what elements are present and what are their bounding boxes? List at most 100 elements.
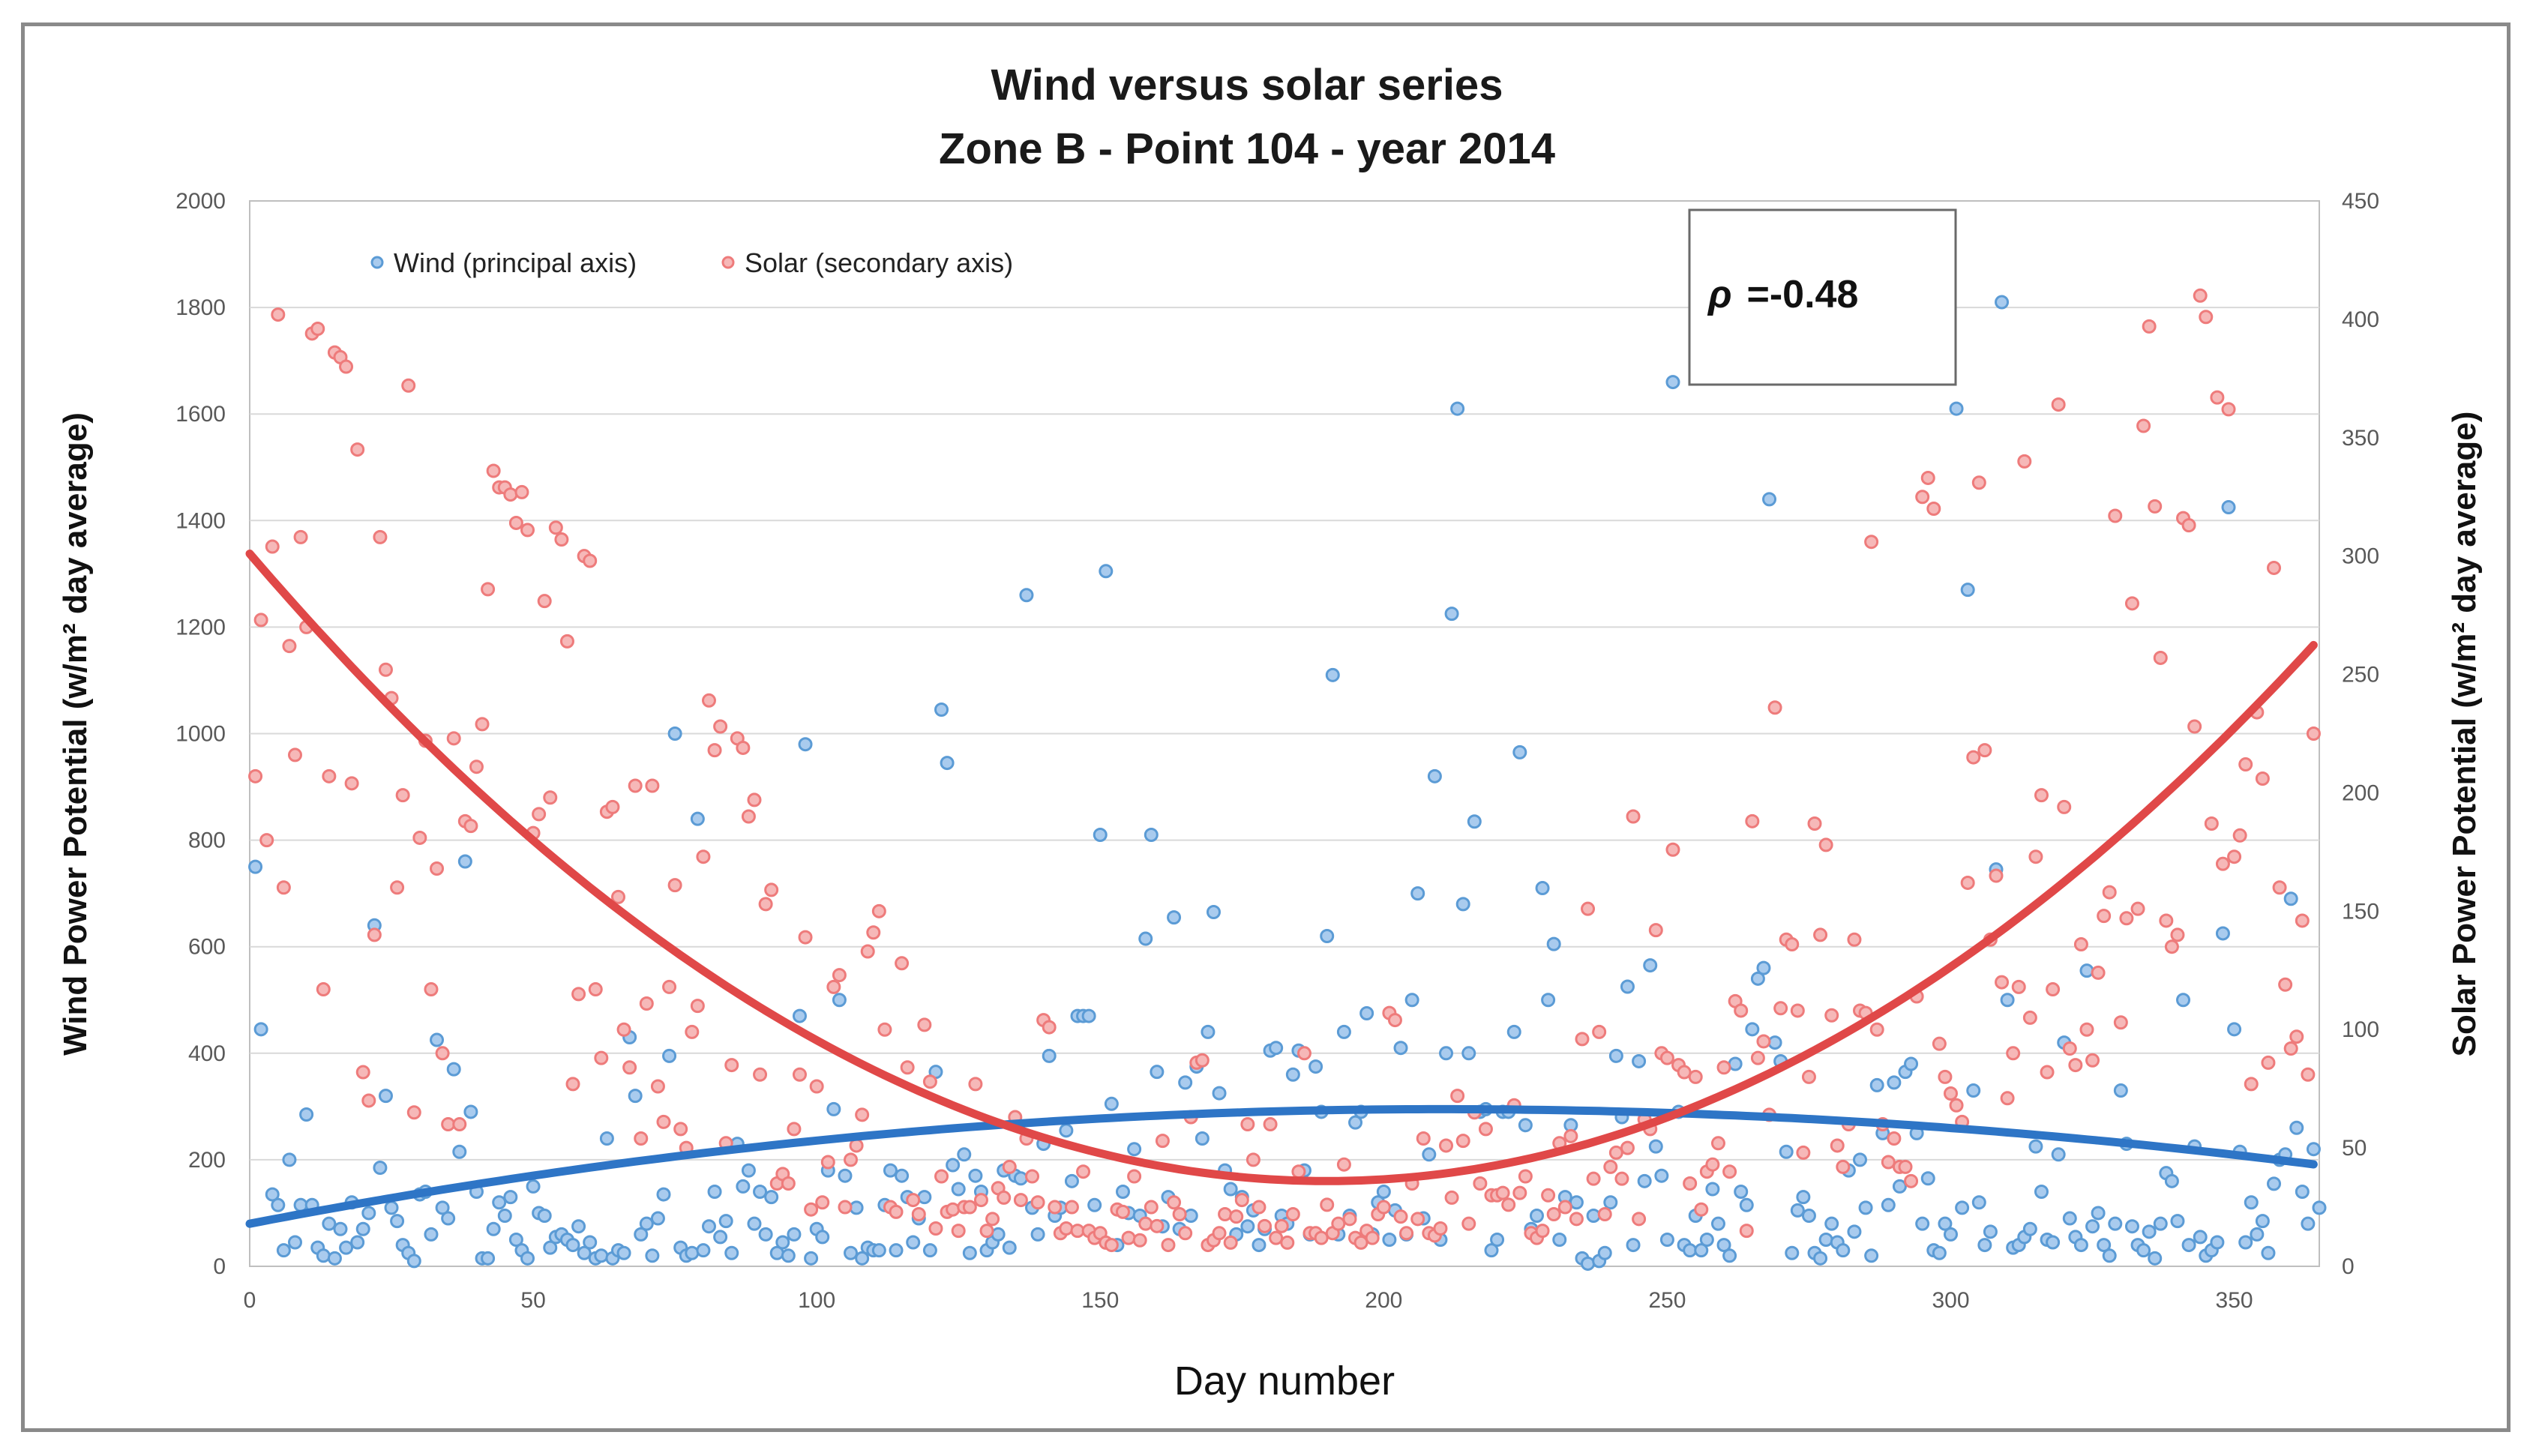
wind-point (571, 1219, 586, 1234)
solar-point (1291, 1164, 1306, 1179)
wind-point (282, 1152, 297, 1167)
solar-point (1285, 1207, 1300, 1222)
wind-point (1087, 1197, 1102, 1212)
wind-point (1461, 1046, 1476, 1061)
solar-point (611, 889, 626, 904)
wind-point (2289, 1120, 2304, 1135)
solar-point (367, 927, 382, 942)
solar-point-layer (248, 288, 2321, 1253)
solar-point (2057, 799, 2072, 814)
solar-point (2289, 1029, 2304, 1044)
solar-point (1059, 1221, 1074, 1236)
solar-point (1932, 1036, 1947, 1051)
solar-point (344, 776, 359, 791)
x-tick: 300 (1932, 1288, 1969, 1313)
wind-point (1178, 1075, 1193, 1090)
wind-point (667, 727, 682, 741)
solar-point (316, 982, 331, 997)
wind-point (350, 1235, 365, 1250)
solar-point (1887, 1131, 1902, 1146)
solar-point (469, 759, 484, 774)
wind-point (1813, 1251, 1828, 1266)
wind-point (1467, 814, 1482, 829)
solar-point (1971, 475, 1986, 490)
wind-point (922, 1243, 937, 1258)
solar-point (1501, 1197, 1516, 1212)
solar-point (514, 484, 529, 499)
wind-point (1013, 1171, 1028, 1186)
wind-point (1359, 1006, 1374, 1021)
wind-point (1705, 1182, 1720, 1197)
y-tick-left: 2000 (175, 189, 226, 214)
wind-point (718, 1214, 733, 1229)
solar-point (2085, 1053, 2100, 1068)
solar-point (928, 1221, 943, 1236)
y-tick-right: 150 (2342, 899, 2379, 924)
solar-point (2142, 319, 2157, 334)
solar-point (1665, 842, 1680, 857)
wind-point (2091, 1206, 2106, 1221)
solar-point (1614, 1171, 1629, 1186)
solar-point (2034, 788, 2049, 803)
wind-point (594, 1248, 609, 1263)
wind-point (1382, 1232, 1397, 1247)
solar-point (446, 731, 461, 746)
solar-point (934, 1169, 949, 1184)
x-tick: 0 (244, 1288, 256, 1313)
wind-point (1892, 1179, 1907, 1194)
solar-point (1320, 1197, 1335, 1212)
solar-point (259, 833, 274, 848)
wind-point (1325, 667, 1340, 682)
solar-point (1541, 1188, 1556, 1203)
x-tick: 150 (1081, 1288, 1119, 1313)
wind-point (1995, 295, 2010, 310)
solar-point (412, 830, 427, 845)
y-tick-right: 400 (2342, 307, 2379, 332)
solar-point (1960, 875, 1975, 890)
legend-solar-label: Solar (secondary axis) (745, 247, 1013, 278)
solar-point (781, 1176, 796, 1191)
solar-point (1869, 1022, 1884, 1037)
solar-point (1659, 1050, 1674, 1065)
wind-point (1285, 1067, 1300, 1082)
solar-point (2062, 1041, 2077, 1056)
solar-point (713, 719, 728, 734)
solar-point (2097, 909, 2112, 924)
solar-point (724, 1058, 739, 1073)
rho-symbol: ρ (1707, 273, 1731, 316)
wind-point (1444, 607, 1459, 622)
wind-point (1608, 1048, 1623, 1063)
wind-point (781, 1248, 796, 1263)
wind-point (1002, 1240, 1017, 1255)
solar-point (1013, 1193, 1028, 1208)
solar-point (1989, 868, 2004, 883)
solar-point (2068, 1058, 2083, 1073)
solar-point (628, 778, 643, 793)
x-axis-label: Day number (1174, 1359, 1395, 1404)
solar-point (1439, 1138, 1454, 1153)
solar-point (2204, 816, 2219, 831)
solar-point (1767, 700, 1782, 715)
solar-point (537, 594, 552, 609)
wind-point (753, 1185, 768, 1200)
solar-point (1557, 1200, 1572, 1215)
solar-point (253, 613, 268, 628)
solar-point (1410, 1212, 1425, 1227)
solar-point (2040, 1065, 2055, 1080)
wind-point (537, 1209, 552, 1224)
solar-point (452, 1117, 467, 1132)
wind-point (1252, 1238, 1266, 1253)
tick-layer: 0200400600800100012001400160018002000050… (175, 189, 2379, 1313)
solar-point (293, 529, 308, 544)
wind-point (747, 1216, 762, 1231)
solar-point (1455, 1134, 1470, 1149)
wind-point (1654, 1168, 1669, 1183)
wind-point (2097, 1238, 2112, 1253)
solar-point (310, 322, 325, 337)
wind-point (616, 1245, 631, 1260)
solar-point (2148, 499, 2163, 514)
wind-point (1836, 1243, 1851, 1258)
wind-point (1490, 1232, 1505, 1247)
wind-point (2295, 1185, 2310, 1200)
solar-point (1155, 1134, 1170, 1149)
